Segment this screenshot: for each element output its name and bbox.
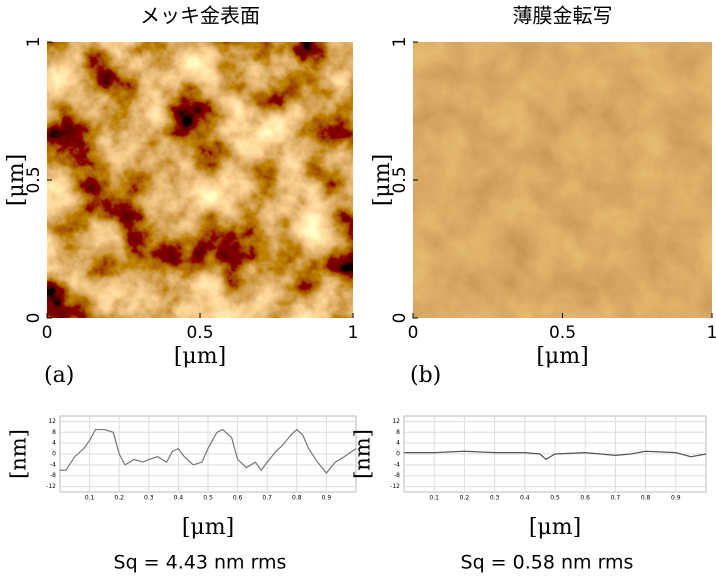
x-tick-label: 0.7 [611, 495, 621, 502]
caption: Sq = 0.58 nm rms [461, 552, 634, 574]
x-tick-label: 0.5 [550, 495, 560, 502]
y-tick-label: 4 [396, 440, 400, 447]
x-tick-label: 0.5 [549, 323, 576, 343]
x-tick-label: 0.3 [490, 495, 500, 502]
y-tick-label: -4 [394, 461, 400, 468]
afm-image [47, 42, 353, 318]
y-tick-label: 4 [52, 440, 56, 447]
y-tick-label: 1 [24, 37, 44, 48]
panel-label: (a) [44, 363, 74, 388]
y-tick-label: 0 [52, 451, 56, 458]
y-tick-label: -8 [394, 472, 400, 479]
y-tick-label: 0.5 [390, 166, 410, 193]
y-tick-label: 0 [396, 451, 400, 458]
panel-title: メッキ金表面 [140, 4, 260, 28]
y-tick-label: 0.5 [24, 166, 44, 193]
y-tick-label: 12 [392, 418, 400, 425]
y-tick-label: 8 [396, 429, 400, 436]
profile-line [60, 428, 357, 474]
x-tick-label: 0.3 [144, 495, 154, 502]
y-tick-label: -4 [50, 461, 56, 468]
x-tick-label: 0.5 [203, 495, 213, 502]
x-axis-label: [μm] [174, 344, 226, 369]
x-tick-label: 0.4 [174, 495, 184, 502]
x-axis-label: [μm] [536, 344, 588, 369]
panel-title: 薄膜金転写 [513, 4, 613, 28]
x-tick-label: 0.6 [233, 495, 243, 502]
y-tick-label: -12 [390, 483, 400, 490]
x-tick-label: 1 [348, 323, 359, 343]
x-tick-label: 0.8 [641, 495, 651, 502]
x-tick-label: 0.7 [262, 495, 272, 502]
y-tick-label: -8 [50, 472, 56, 479]
x-tick-label: 0.6 [580, 495, 590, 502]
profile-line [404, 450, 707, 461]
x-tick-label: 0.8 [292, 495, 302, 502]
y-axis-label: [μm] [370, 154, 395, 206]
afm-image [413, 42, 712, 318]
x-tick-label: 0.9 [322, 495, 332, 502]
y-tick-label: 8 [52, 429, 56, 436]
x-tick-label: 1 [707, 323, 716, 343]
caption: Sq = 4.43 nm rms [114, 552, 287, 574]
x-axis-label: [μm] [182, 515, 234, 540]
y-axis-label: [nm] [351, 429, 375, 479]
x-tick-label: 0 [408, 323, 419, 343]
x-tick-label: 0.5 [186, 323, 213, 343]
x-tick-label: 0 [42, 323, 53, 343]
x-axis-label: [μm] [529, 515, 581, 540]
x-tick-label: 0.4 [520, 495, 530, 502]
y-tick-label: -12 [46, 483, 56, 490]
x-tick-label: 0.2 [114, 495, 124, 502]
x-tick-label: 0.1 [429, 495, 439, 502]
y-axis-label: [μm] [4, 154, 29, 206]
y-tick-label: 1 [390, 37, 410, 48]
panel-label: (b) [410, 363, 441, 388]
y-axis-label: [nm] [7, 429, 31, 479]
x-tick-label: 0.1 [85, 495, 95, 502]
x-tick-label: 0.2 [460, 495, 470, 502]
x-tick-label: 0.9 [671, 495, 681, 502]
y-tick-label: 12 [48, 418, 56, 425]
y-tick-label: 0 [24, 313, 44, 324]
y-tick-label: 0 [390, 313, 410, 324]
